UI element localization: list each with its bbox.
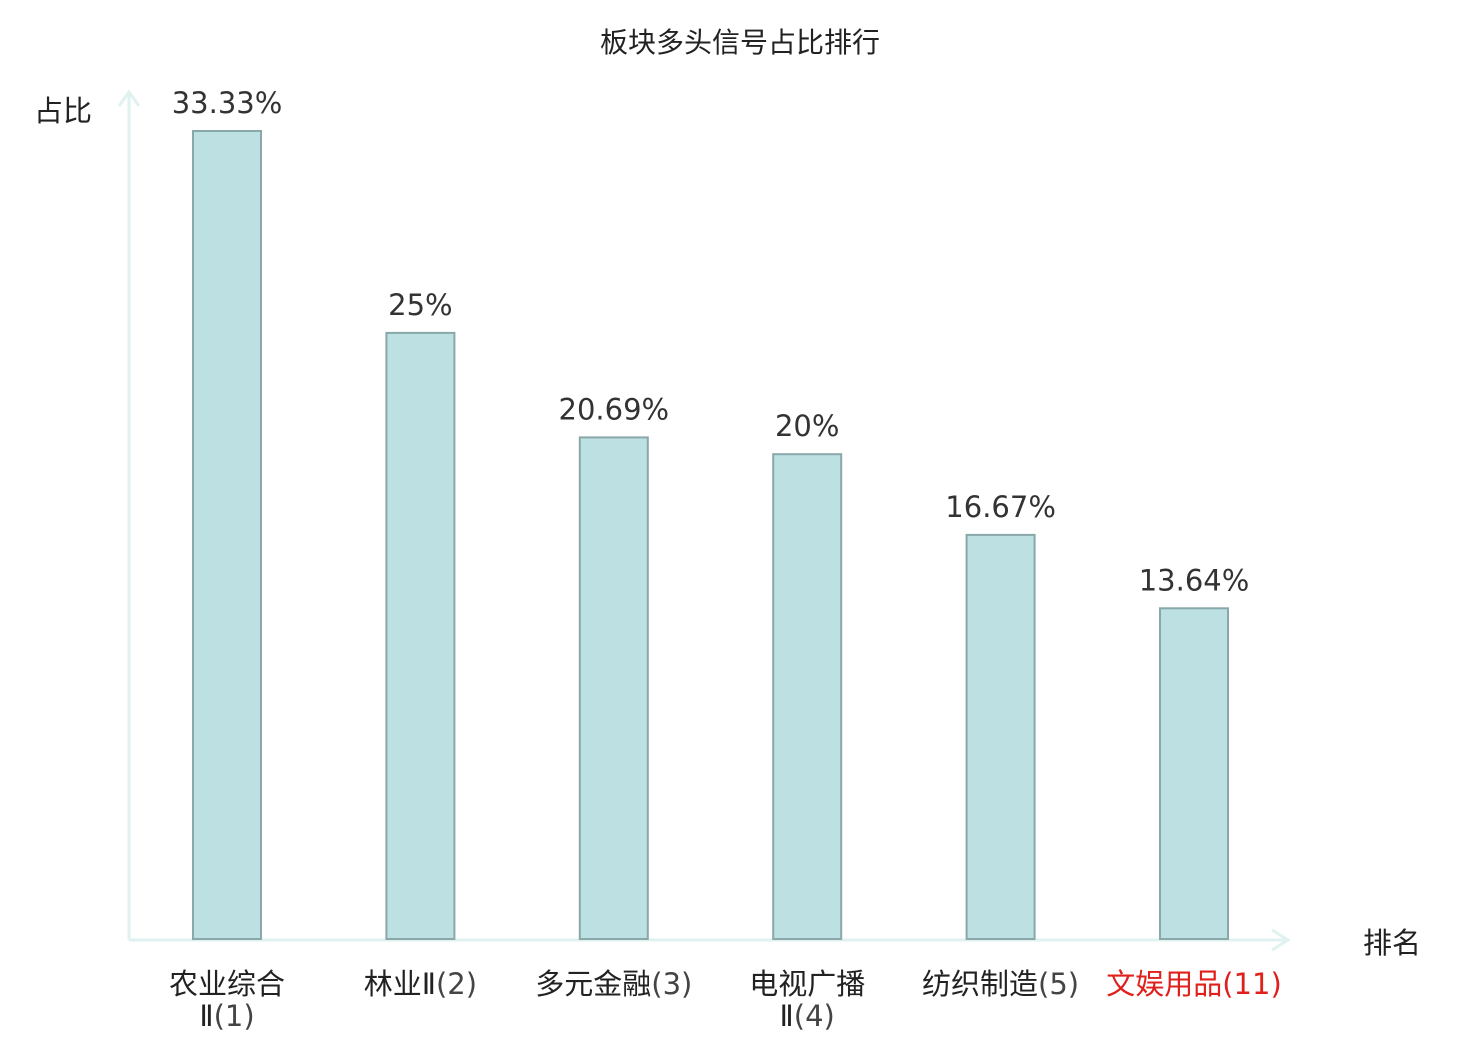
category-rank: (1) [214,999,255,1033]
x-axis-label: 排名 [1363,926,1421,960]
category-label-line2: Ⅱ(1) [199,999,254,1033]
category-name: 纺织制造 [922,967,1038,1001]
category-label: 电视广播 [749,967,865,1001]
category-label-line2: Ⅱ(4) [780,999,835,1033]
category-name: 文娱用品 [1106,967,1222,1001]
category-name: 农业综合 [169,967,285,1001]
category-name: 林业Ⅱ [364,967,436,1001]
axes [117,89,1291,952]
x-axis-arrow [1271,928,1291,952]
category-name-suffix: Ⅱ [199,999,213,1033]
bar-value-label: 20.69% [559,392,670,426]
category-name: 电视广播 [749,967,865,1001]
bars-group [192,130,1229,941]
category-label: 农业综合 [169,967,285,1001]
bar-value-label: 16.67% [945,490,1056,524]
category-rank: (4) [794,999,835,1033]
category-rank: (2) [436,967,477,1001]
category-label: 文娱用品(11) [1106,967,1282,1001]
bar-value-label: 25% [388,288,452,322]
bar [385,331,456,940]
category-rank: (5) [1038,967,1079,1001]
bar [772,453,843,940]
y-axis-arrow [117,89,141,107]
category-label: 林业Ⅱ(2) [364,967,477,1001]
category-rank: (11) [1222,967,1282,1001]
value-labels-group: 33.33% 25% 20.69% 20% 16.67% 13.64% [172,86,1250,597]
bar [965,533,1036,941]
bar-value-label: 33.33% [172,86,283,120]
category-name-suffix: Ⅱ [780,999,794,1033]
y-axis-label: 占比 [34,94,92,128]
bar-value-label: 20% [775,409,839,443]
bar-value-label: 13.64% [1139,563,1250,597]
category-label: 多元金融(3) [535,967,692,1001]
chart-title: 板块多头信号占比排行 [600,26,880,59]
category-label: 纺织制造(5) [922,967,1079,1001]
bar [1159,607,1229,940]
bar [578,436,649,940]
category-name: 多元金融 [535,967,651,1001]
category-rank: (3) [651,967,692,1001]
bar [192,130,262,940]
